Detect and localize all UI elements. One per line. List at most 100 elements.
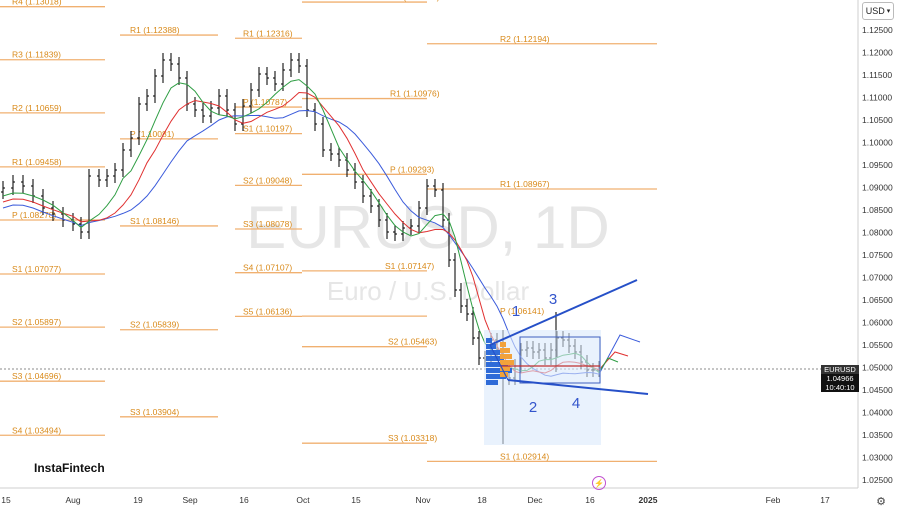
y-tick-label: 1.06000 <box>862 318 893 328</box>
volume-profile-bar <box>500 366 510 371</box>
range-box <box>519 336 601 384</box>
gear-icon[interactable]: ⚙ <box>876 496 886 508</box>
lightning-icon[interactable]: ⚡ <box>592 476 606 490</box>
y-tick-label: 1.10500 <box>862 115 893 125</box>
x-tick-label: 18 <box>477 495 487 505</box>
price-tag-countdown: 10:40:10 <box>821 383 859 392</box>
pivot-label: S2 (1.05463) <box>388 337 437 347</box>
y-tick-label: 1.07000 <box>862 273 893 283</box>
pivot-label: S1 (1.07077) <box>12 264 61 274</box>
y-tick-label: 1.08000 <box>862 228 893 238</box>
volume-profile-bar <box>500 360 514 365</box>
volume-profile-bar <box>486 362 508 367</box>
currency-select[interactable]: USD ▾ <box>862 2 894 20</box>
pivot-label: P (1.08278) <box>12 210 56 220</box>
pivot-label: R1 (1.08967) <box>500 179 550 189</box>
volume-profile-bar <box>500 354 512 359</box>
y-tick-label: 1.05000 <box>862 363 893 373</box>
y-tick-label: 1.09500 <box>862 160 893 170</box>
pivot-label: R1 (1.10976) <box>390 89 440 99</box>
y-tick-label: 1.11500 <box>862 70 892 80</box>
watermark-description: Euro / U.S. Dollar <box>327 276 530 306</box>
volume-profile-bar <box>486 374 506 379</box>
pivot-label: R1 (1.12316) <box>243 28 293 38</box>
pivot-label: S1 (1.02914) <box>500 451 549 461</box>
y-tick-label: 1.07500 <box>862 250 893 260</box>
volume-profile-bar <box>500 372 508 377</box>
y-tick-label: 1.08500 <box>862 205 893 215</box>
price-tag: EURUSD 1.04966 10:40:10 <box>821 365 859 392</box>
x-tick-label: Sep <box>182 495 197 505</box>
volume-profile-bar <box>486 380 498 385</box>
wave-label-4: 4 <box>572 395 580 412</box>
volume-profile-bar <box>486 338 492 343</box>
y-tick-label: 1.05500 <box>862 340 893 350</box>
pivot-label: P (1.10787) <box>243 97 287 107</box>
y-tick-label: 1.09000 <box>862 183 893 193</box>
pivot-label: R4 (1.13018) <box>12 0 62 7</box>
pivot-label: S3 (1.03904) <box>130 407 179 417</box>
y-tick-label: 1.04500 <box>862 385 893 395</box>
chevron-down-icon: ▾ <box>886 8 891 15</box>
wave-segment <box>489 344 509 381</box>
pivot-label: S4 (1.03494) <box>12 425 61 435</box>
pivot-label: R2 (1.12194) <box>500 34 550 44</box>
x-tick-label: Aug <box>65 495 80 505</box>
price-tag-symbol: EURUSD <box>821 365 859 374</box>
x-tick-label: Oct <box>296 495 310 505</box>
trend-line-upper <box>489 279 638 346</box>
volume-profile-bar <box>500 348 510 353</box>
watermark-symbol: EURUSD, 1D <box>246 194 609 261</box>
x-tick-label: 16 <box>585 495 595 505</box>
volume-profile-bar <box>486 356 504 361</box>
pivot-label: S1 (1.10197) <box>243 124 292 134</box>
pivot-label: R1 (1.12388) <box>130 25 180 35</box>
pivot-label: R3 (1.11839) <box>12 50 61 60</box>
y-tick-label: 1.04000 <box>862 408 893 418</box>
pivot-label: S2 (1.05839) <box>130 320 179 330</box>
x-tick-label: 19 <box>133 495 143 505</box>
x-tick-label: 15 <box>351 495 361 505</box>
y-tick-label: 1.03500 <box>862 430 893 440</box>
currency-label: USD <box>865 6 885 16</box>
x-tick-label: 16 <box>239 495 249 505</box>
x-tick-label: Nov <box>415 495 431 505</box>
x-tick-label: 2025 <box>639 495 658 505</box>
x-tick-label: 15 <box>1 495 11 505</box>
pivot-label: S3 (1.04696) <box>12 371 61 381</box>
pivot-label: S1 (1.07147) <box>385 261 434 271</box>
y-tick-label: 1.02500 <box>862 475 893 485</box>
y-tick-label: 1.03000 <box>862 453 893 463</box>
pivot-label: P (1.06141) <box>500 306 544 316</box>
y-tick-label: 1.10000 <box>862 138 893 148</box>
pivot-label: S4 (1.07107) <box>243 263 292 273</box>
price-tag-price: 1.04966 <box>821 374 859 383</box>
brand-logo-text: InstaFintech <box>34 461 105 475</box>
trend-line-lower <box>507 379 649 395</box>
y-tick-label: 1.12500 <box>862 25 893 35</box>
pivot-label: R2 (1.10659) <box>12 103 62 113</box>
y-tick-label: 1.06500 <box>862 295 893 305</box>
pivot-label: S5 (1.06136) <box>243 306 292 316</box>
pivot-label: P (1.10081) <box>130 129 174 139</box>
pivot-label: R1 (1.09458) <box>12 157 62 167</box>
volume-profile-bar <box>486 368 512 373</box>
pivot-label: S1 (1.08146) <box>130 216 179 226</box>
volume-profile-bar <box>486 350 500 355</box>
y-tick-label: 1.11000 <box>862 93 892 103</box>
pivot-label: P (1.09293) <box>390 164 434 174</box>
pivot-label: S2 (1.09048) <box>243 175 292 185</box>
pivot-label: S3 (1.08078) <box>243 219 292 229</box>
x-tick-label: 17 <box>820 495 830 505</box>
pivot-label: R2 (1.13121) <box>390 0 440 2</box>
pivot-label: S3 (1.03318) <box>388 433 437 443</box>
wave-label-3: 3 <box>549 291 557 308</box>
wave-label-1: 1 <box>512 303 520 320</box>
wave-label-2: 2 <box>529 399 537 416</box>
y-tick-label: 1.12000 <box>862 48 893 58</box>
x-tick-label: Dec <box>527 495 543 505</box>
pivot-label: S2 (1.05897) <box>12 317 61 327</box>
x-tick-label: Feb <box>766 495 781 505</box>
